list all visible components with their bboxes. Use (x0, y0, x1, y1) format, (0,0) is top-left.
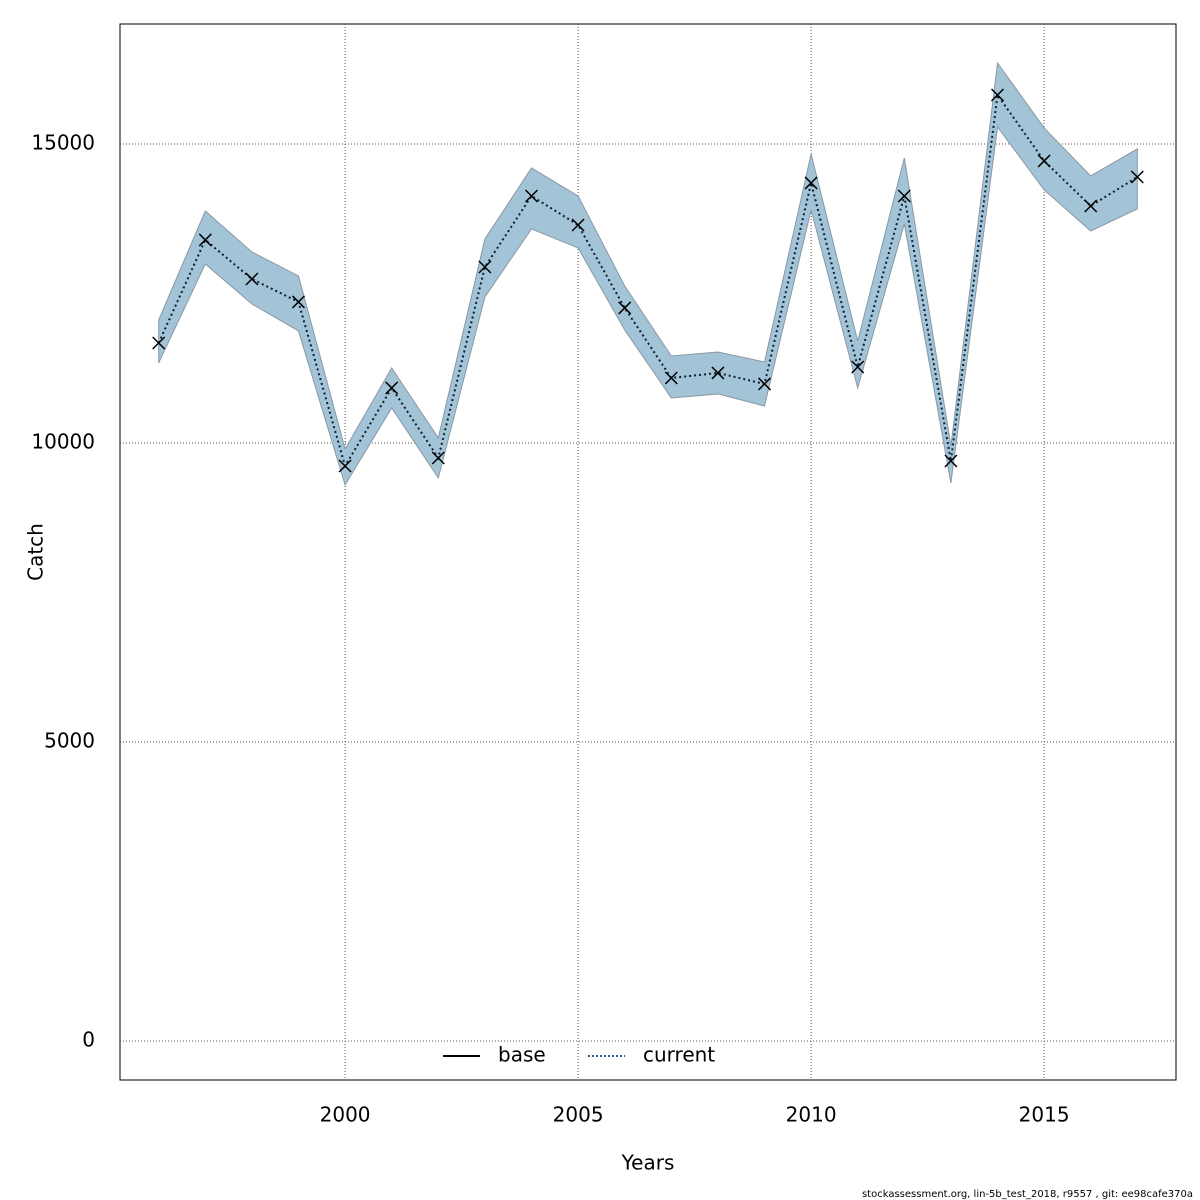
plot-frame (119, 23, 1177, 1081)
point-marker (1037, 154, 1051, 168)
point-marker (1130, 170, 1144, 184)
y-axis-label: Catch (24, 523, 48, 581)
point-marker (618, 301, 632, 315)
x-tick-label: 2015 (1019, 1103, 1070, 1127)
point-marker (431, 451, 445, 465)
x-tick-label: 2010 (786, 1103, 837, 1127)
point-marker (198, 233, 212, 247)
y-tick-label: 5000 (44, 728, 95, 752)
confidence-band (158, 61, 1138, 487)
footer: stockassessment.org, lin-5b_test_2018, r… (862, 1189, 1193, 1200)
point-marker (1084, 199, 1098, 213)
y-tick-label: 15000 (31, 130, 95, 154)
series-line (157, 92, 1138, 469)
point-marker (152, 336, 166, 350)
point-marker (338, 459, 352, 473)
point-marker (990, 88, 1005, 102)
point-marker (385, 381, 399, 395)
point-marker (804, 176, 818, 190)
x-axis-label: Years (621, 1151, 675, 1175)
x-tick-label: 2005 (553, 1103, 604, 1127)
point-marker (478, 260, 492, 274)
point-marker (524, 189, 539, 203)
point-marker (711, 366, 725, 380)
point-marker (897, 189, 911, 203)
point-marker (571, 218, 585, 232)
y-tick-label: 0 (82, 1028, 95, 1052)
point-marker (944, 454, 958, 468)
point-marker (291, 295, 306, 309)
point-marker (851, 360, 865, 374)
legend-label: base (498, 1043, 546, 1067)
point-marker (757, 377, 772, 391)
point-marker (245, 272, 259, 286)
x-tick-label: 2000 (320, 1103, 371, 1127)
y-tick-label: 10000 (31, 429, 95, 453)
legend-label: current (643, 1043, 715, 1067)
point-marker (664, 371, 678, 385)
